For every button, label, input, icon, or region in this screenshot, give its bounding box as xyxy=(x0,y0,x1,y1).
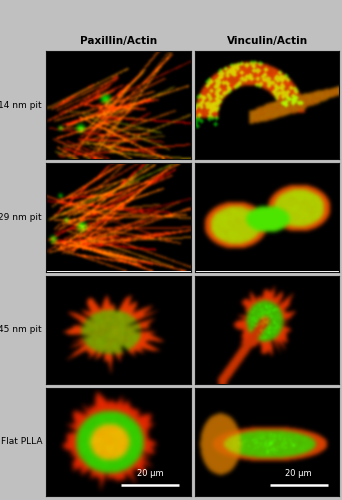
Text: 45 nm pit: 45 nm pit xyxy=(0,325,42,334)
Text: Paxillin/Actin: Paxillin/Actin xyxy=(80,36,157,46)
Text: Vinculin/Actin: Vinculin/Actin xyxy=(226,36,307,46)
Text: 20 μm: 20 μm xyxy=(137,468,163,477)
Text: 29 nm pit: 29 nm pit xyxy=(0,213,42,222)
Text: 14 nm pit: 14 nm pit xyxy=(0,100,42,110)
Text: Flat PLLA: Flat PLLA xyxy=(1,438,42,446)
Text: 20 μm: 20 μm xyxy=(286,468,312,477)
